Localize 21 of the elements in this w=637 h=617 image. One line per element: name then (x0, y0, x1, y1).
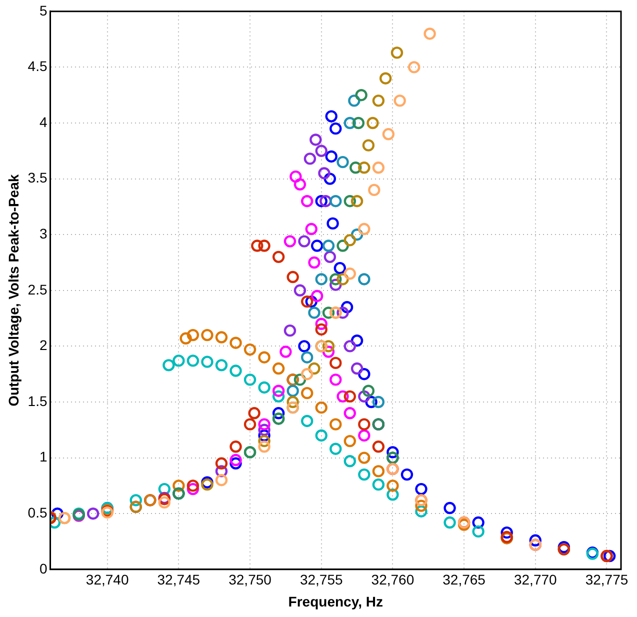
y-tick-label: 4.5 (28, 58, 48, 74)
x-tick-label: 32,775 (585, 572, 628, 588)
x-tick-label: 32,760 (371, 572, 414, 588)
y-tick-label: 3.5 (28, 170, 48, 186)
x-axis-title: Frequency, Hz (288, 593, 383, 610)
y-tick-label: 0 (39, 560, 48, 576)
x-tick-label: 32,750 (228, 572, 272, 588)
y-tick-label: 0.5 (28, 504, 48, 520)
y-tick-label: 1 (39, 448, 48, 465)
y-tick-label: 5 (39, 2, 48, 18)
y-tick-label: 4 (39, 114, 48, 130)
y-tick-label: 2.5 (28, 281, 48, 298)
y-tick-label: 3 (39, 225, 48, 242)
x-tick-label: 32,765 (442, 572, 486, 588)
x-tick-label: 32,745 (157, 572, 200, 588)
y-axis-title: Output Voltage, Volts Peak-to-Peak (5, 174, 22, 406)
y-tick-label: 2 (39, 337, 48, 354)
x-tick-label: 32,740 (86, 572, 129, 588)
x-tick-label: 32,755 (300, 572, 343, 588)
y-tick-label: 1.5 (28, 392, 48, 409)
x-tick-label: 32,770 (514, 572, 558, 588)
